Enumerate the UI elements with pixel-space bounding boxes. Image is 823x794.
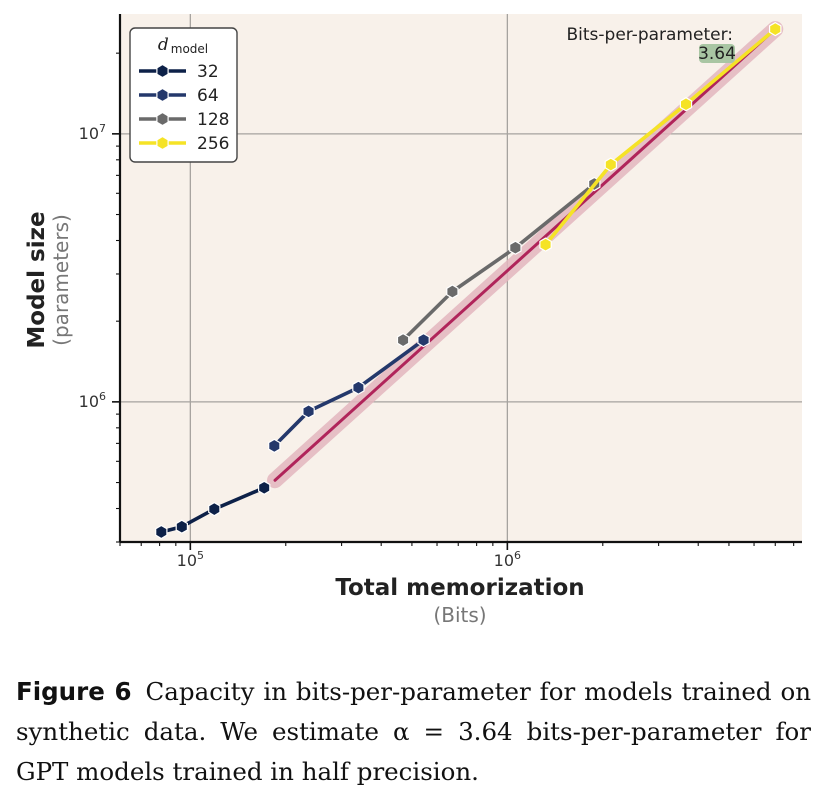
data-point xyxy=(396,332,410,348)
x-axis-unit: (Bits) xyxy=(433,603,486,627)
series-line xyxy=(160,486,265,534)
data-point xyxy=(268,438,281,454)
legend-label: 256 xyxy=(197,134,229,154)
legend-swatch-marker xyxy=(156,111,169,127)
legend-title: d model xyxy=(158,35,208,56)
data-point xyxy=(539,237,552,252)
annotation-value: 3.64 xyxy=(698,44,736,64)
series-line xyxy=(401,182,596,342)
x-axis-title-group: Total memorization (Bits) xyxy=(335,575,584,627)
y-axis-unit: (parameters) xyxy=(49,214,73,346)
annotation-badge xyxy=(699,44,735,63)
legend-item-256: 256 xyxy=(139,134,229,154)
data-point xyxy=(417,332,430,348)
series-group xyxy=(155,21,782,540)
legend-item-32: 32 xyxy=(139,62,219,82)
series-256 xyxy=(539,21,782,252)
legend-item-64: 64 xyxy=(139,86,219,106)
annotation-label: Bits-per-parameter: xyxy=(566,25,733,45)
series-32 xyxy=(155,480,271,540)
data-point xyxy=(679,97,693,112)
data-point xyxy=(208,501,221,517)
annotation: Bits-per-parameter: 3.64 xyxy=(566,25,735,64)
data-point xyxy=(155,524,168,540)
series-64 xyxy=(268,332,430,454)
caption-label: Figure 6 xyxy=(16,677,132,706)
legend: d model 32 64 128 256 xyxy=(129,27,238,163)
series-line xyxy=(544,27,777,246)
legend-label: 64 xyxy=(197,86,219,106)
data-point xyxy=(258,480,271,495)
legend-item-128: 128 xyxy=(139,110,229,130)
tick-labels: 105 106 106 107 xyxy=(79,122,521,570)
axes xyxy=(112,14,802,550)
data-point xyxy=(509,240,522,255)
x-axis-title: Total memorization xyxy=(335,575,584,601)
y-tick-label: 106 xyxy=(79,390,106,411)
x-tick-label: 105 xyxy=(177,549,204,570)
legend-items: 32 64 128 256 xyxy=(139,62,229,154)
data-point xyxy=(352,380,365,395)
legend-swatch-marker xyxy=(156,135,169,151)
data-point xyxy=(175,519,188,534)
data-point xyxy=(446,284,459,299)
legend-swatch-marker xyxy=(156,63,169,79)
chart: 105 106 106 107 Total memorization (Bits) M… xyxy=(24,14,802,627)
legend-swatch-marker xyxy=(156,87,169,103)
y-tick-label: 107 xyxy=(79,122,106,143)
y-axis-title: Model size xyxy=(24,211,50,348)
series-line xyxy=(273,338,425,448)
data-point xyxy=(768,21,782,37)
legend-label: 32 xyxy=(197,62,219,82)
caption: Figure 6 Capacity in bits-per-parameter f… xyxy=(16,672,811,792)
data-point xyxy=(302,404,315,419)
y-axis-title-group: Model size (parameters) xyxy=(24,211,73,348)
data-point xyxy=(604,157,618,172)
legend-label: 128 xyxy=(197,110,229,130)
x-tick-label: 106 xyxy=(494,549,521,570)
caption-text: Capacity in bits-per-parameter for model… xyxy=(16,677,812,786)
series-128 xyxy=(396,176,601,348)
